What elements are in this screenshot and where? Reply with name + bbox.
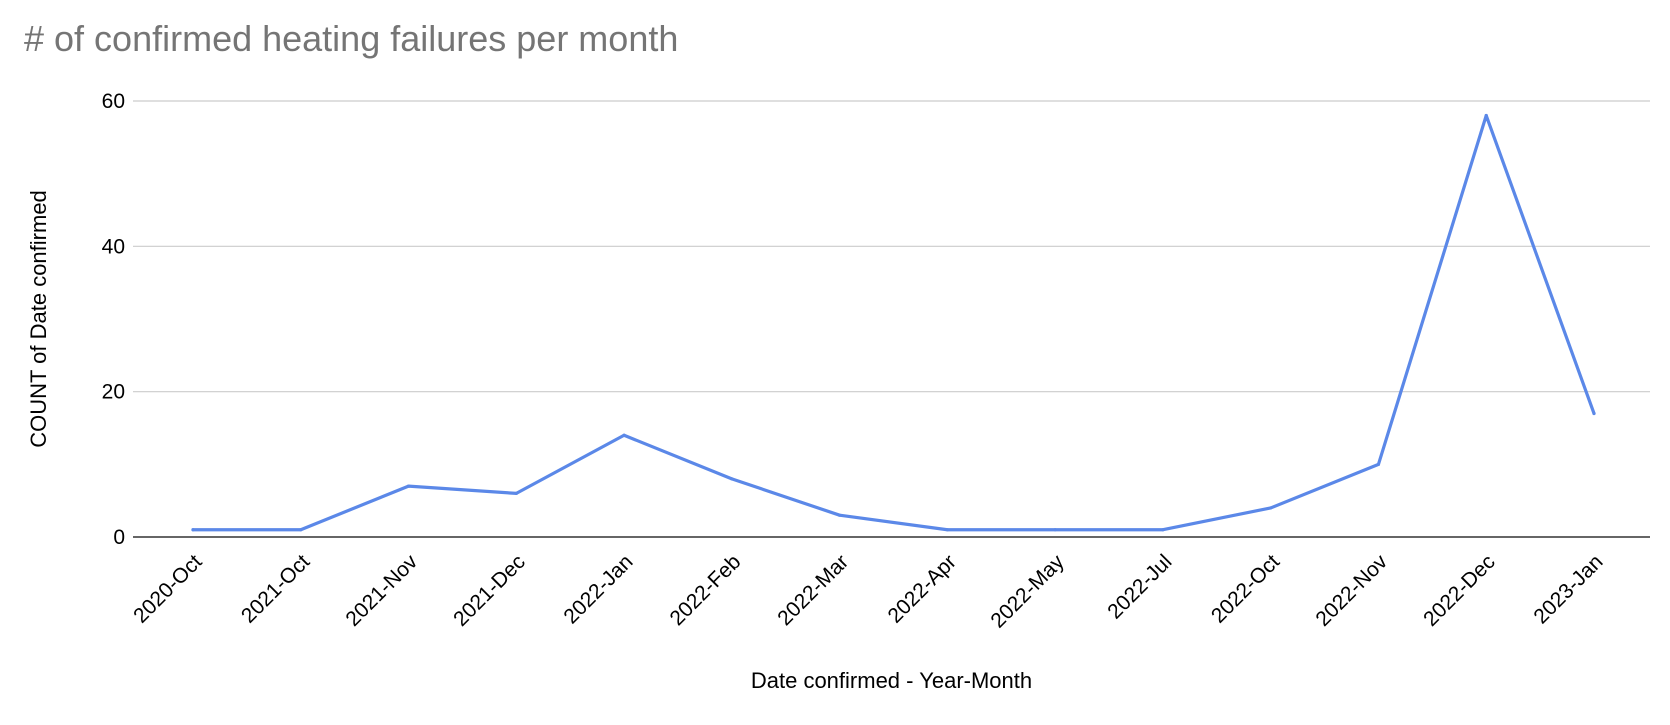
gridlines — [133, 100, 1650, 538]
x-tick-label: 2021-Dec — [449, 550, 530, 631]
data-point — [406, 484, 411, 488]
data-point — [514, 491, 518, 495]
y-tick-label: 40 — [102, 235, 125, 258]
y-tick-label: 60 — [102, 90, 125, 113]
x-tick-label: 2022-Feb — [666, 550, 746, 630]
x-axis-title: Date confirmed - Year-Month — [751, 668, 1032, 693]
data-point — [730, 477, 734, 481]
x-tick-label: 2022-Oct — [1207, 550, 1284, 627]
y-axis-ticks: 0 20 40 60 — [102, 90, 125, 549]
data-point — [1053, 528, 1057, 532]
x-axis-ticks: 2020-Oct 2021-Oct 2021-Nov 2021-Dec 2022-Jan… — [129, 550, 1607, 633]
series-layer — [191, 113, 1596, 532]
y-tick-label: 20 — [102, 381, 125, 404]
x-tick-label: 2022-Apr — [884, 550, 961, 627]
data-point — [191, 528, 195, 532]
x-tick-label: 2022-Nov — [1311, 550, 1392, 631]
x-tick-label: 2021-Nov — [341, 550, 422, 631]
data-point — [1269, 506, 1273, 510]
data-point — [1376, 462, 1381, 466]
x-tick-label: 2021-Oct — [237, 550, 314, 627]
x-tick-label: 2023-Jan — [1529, 550, 1607, 628]
data-point — [838, 513, 842, 517]
y-axis-title: COUNT of Date confirmed — [26, 190, 51, 448]
data-point — [1592, 411, 1596, 416]
series-line — [191, 113, 1596, 532]
x-tick-label: 2022-Jul — [1103, 550, 1176, 623]
data-point — [299, 528, 303, 532]
x-tick-label: 2022-May — [986, 550, 1069, 633]
y-tick-label: 0 — [113, 526, 125, 549]
data-point — [622, 433, 626, 437]
x-tick-label: 2022-Dec — [1419, 550, 1500, 631]
x-tick-label: 2020-Oct — [129, 550, 206, 627]
chart-title: # of confirmed heating failures per mont… — [24, 18, 679, 59]
data-point — [1484, 113, 1488, 118]
x-tick-label: 2022-Jan — [559, 550, 637, 628]
data-point — [1161, 528, 1165, 532]
data-point — [945, 528, 949, 532]
x-tick-label: 2022-Mar — [773, 550, 853, 630]
